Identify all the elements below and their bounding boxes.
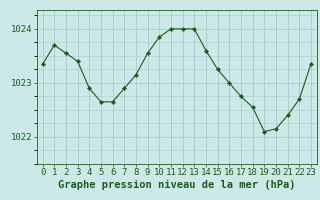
X-axis label: Graphe pression niveau de la mer (hPa): Graphe pression niveau de la mer (hPa) [58,180,296,190]
